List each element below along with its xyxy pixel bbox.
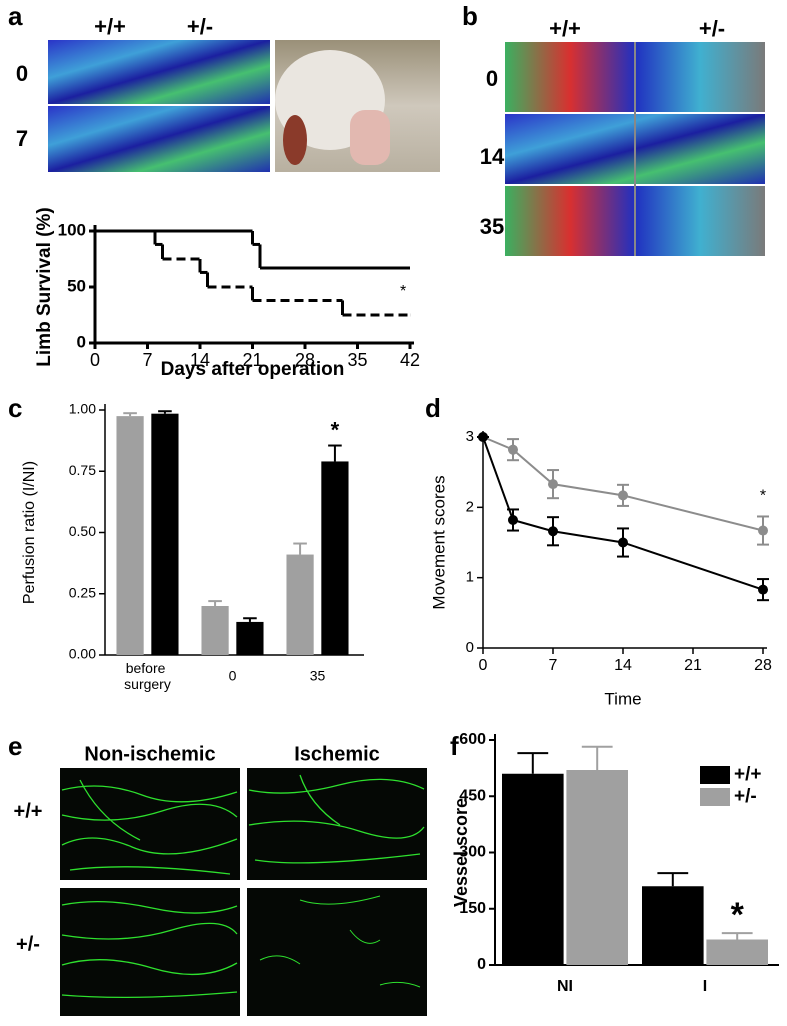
y-tick-label: 0	[466, 639, 474, 656]
x-tick-label: 0	[479, 657, 488, 674]
y-tick-label: 300	[459, 844, 486, 861]
point	[548, 479, 558, 490]
panel-letter: b	[462, 1, 478, 31]
y-tick-label: 1	[466, 569, 474, 586]
y-tick-label: 0.25	[69, 584, 96, 600]
x-tick-label: 35	[347, 350, 367, 370]
legend-label: +/+	[734, 764, 761, 785]
laser-images-b	[505, 42, 765, 256]
y-axis-label: Limb Survival (%)	[34, 207, 55, 366]
x-tick-label: I	[703, 978, 707, 995]
x-tick-label: 7	[142, 350, 152, 370]
bar	[321, 461, 349, 655]
y-tick-label: 2	[466, 498, 474, 515]
legend-swatch	[700, 788, 730, 806]
x-tick-label: 21	[242, 350, 262, 370]
row-label: 0	[486, 66, 498, 91]
x-tick-label: 42	[400, 350, 420, 370]
bar	[706, 939, 768, 965]
x-tick-label: 21	[684, 657, 702, 674]
point	[508, 444, 518, 455]
point	[758, 525, 768, 536]
row-label: +/+	[14, 800, 43, 822]
row-label: 35	[480, 214, 504, 239]
x-tick-label: 0	[90, 350, 100, 370]
x-tick-label: before surgery	[124, 660, 171, 692]
y-tick-label: 0	[77, 332, 86, 351]
y-tick-label: 1.00	[69, 401, 96, 417]
y-tick-label: 3	[466, 428, 474, 445]
vessel-images-e	[60, 768, 427, 1016]
panel-letter: d	[425, 393, 441, 423]
series-line	[482, 436, 764, 532]
column-label: +/+	[94, 14, 126, 39]
point	[618, 490, 628, 501]
y-tick-label: 600	[459, 731, 486, 748]
annotation: *	[731, 896, 745, 934]
x-axis-label: Days after operation	[161, 359, 345, 380]
column-label: +/-	[699, 16, 725, 41]
bar	[286, 554, 314, 655]
x-tick-label: 28	[295, 350, 315, 370]
point	[478, 432, 488, 442]
x-tick-label: 14	[614, 657, 632, 674]
point	[618, 537, 628, 548]
column-label: Ischemic	[294, 743, 380, 765]
point	[508, 514, 518, 525]
y-axis-label: Movement scores	[429, 475, 448, 609]
panel-letter: a	[8, 1, 23, 31]
bar	[642, 886, 704, 965]
laser-images-a	[48, 40, 440, 172]
y-axis-label: Vessel score	[451, 798, 471, 907]
y-tick-label: 0.50	[69, 523, 96, 539]
annotation: *	[331, 417, 340, 442]
point	[548, 526, 558, 537]
annotation: *	[760, 488, 766, 505]
row-label: 7	[16, 126, 28, 151]
column-label: +/+	[549, 16, 581, 41]
bar	[236, 621, 264, 655]
row-label: 0	[16, 61, 28, 86]
bar	[201, 606, 229, 655]
y-tick-label: 100	[58, 220, 86, 239]
x-tick-label: 14	[190, 350, 210, 370]
legend-swatch	[700, 766, 730, 784]
row-label: +/-	[16, 933, 40, 955]
bar	[502, 773, 564, 965]
y-tick-label: 0.75	[69, 462, 96, 478]
column-label: +/-	[187, 14, 213, 39]
y-axis-label: Perfusion ratio (I/NI)	[21, 461, 38, 604]
row-label: 14	[480, 144, 505, 169]
panel-letter: f	[450, 731, 459, 761]
x-tick-label: NI	[557, 978, 573, 995]
y-tick-label: 0.00	[69, 646, 96, 662]
y-tick-label: 150	[459, 900, 486, 917]
x-tick-label: 7	[549, 657, 558, 674]
bar	[116, 416, 144, 655]
bar	[151, 413, 179, 655]
bar	[566, 770, 628, 965]
x-tick-label: 28	[754, 657, 772, 674]
x-axis-label: Time	[604, 689, 641, 708]
panel-letter: e	[8, 731, 22, 761]
annotation: *	[400, 283, 406, 300]
point	[758, 584, 768, 595]
panel-letter: c	[8, 393, 22, 423]
legend-label: +/-	[734, 786, 757, 807]
y-tick-label: 50	[67, 276, 86, 295]
x-tick-label: 35	[310, 668, 326, 684]
x-tick-label: 0	[229, 668, 237, 684]
y-tick-label: 0	[477, 956, 486, 973]
y-tick-label: 450	[459, 787, 486, 804]
column-label: Non-ischemic	[84, 743, 215, 765]
